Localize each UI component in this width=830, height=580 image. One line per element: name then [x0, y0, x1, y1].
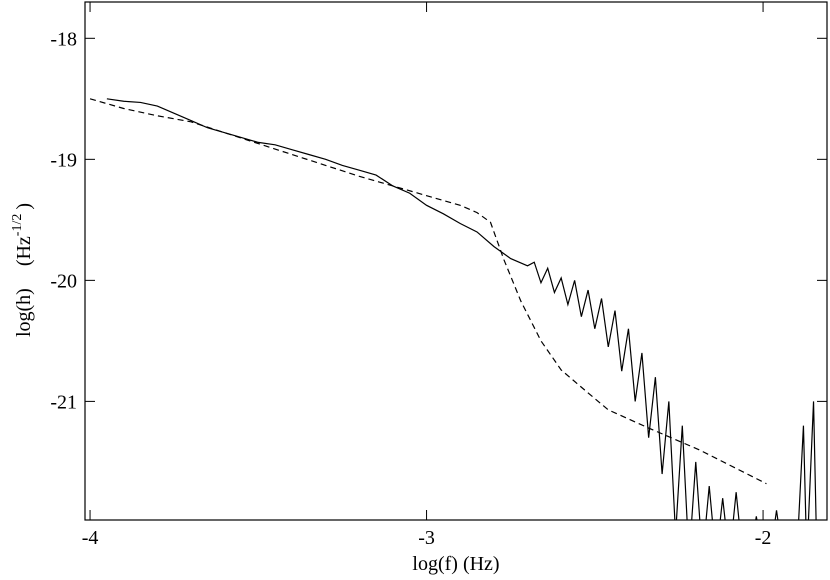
y-label-exponent: -1/2 [10, 214, 25, 237]
y-tick-label: -19 [50, 149, 77, 171]
y-tick-label: -20 [50, 270, 77, 292]
plot-frame [84, 1, 828, 521]
x-tick-label: -2 [755, 527, 772, 549]
plot-lines [89, 98, 817, 520]
y-label-close: ) [13, 203, 35, 210]
x-tick-label: -4 [82, 527, 99, 549]
y-label-unit: (Hz [13, 236, 35, 266]
x-axis-label: log(f) (Hz) [412, 553, 499, 575]
data-line [106, 98, 817, 520]
y-tick-label: -18 [50, 28, 77, 50]
y-label-main: log(h) [13, 288, 35, 337]
x-tick-label: -3 [418, 527, 435, 549]
data-line [89, 98, 767, 485]
y-axis-label: log(h) (Hz-1/2) [10, 203, 35, 337]
y-tick-label: -21 [50, 391, 77, 413]
